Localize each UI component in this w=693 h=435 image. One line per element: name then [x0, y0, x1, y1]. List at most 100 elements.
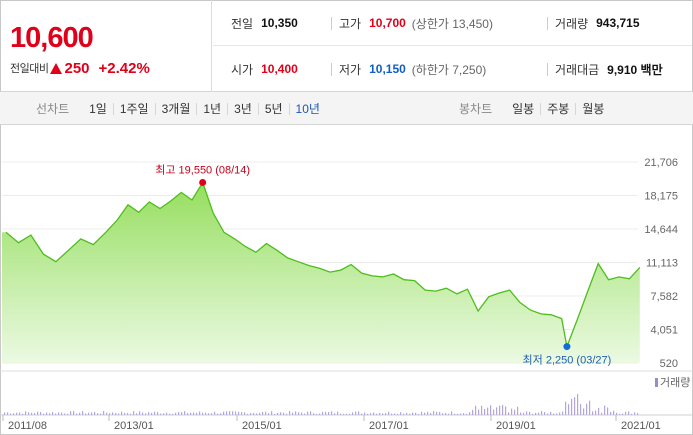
- volume-bar: [268, 413, 270, 415]
- volume-bar: [307, 411, 309, 415]
- period-10y[interactable]: 10년: [288, 102, 326, 115]
- volume-bar: [448, 413, 450, 415]
- volume-bar: [523, 412, 525, 415]
- volume-bar: [94, 411, 96, 415]
- volume-bar: [565, 401, 567, 415]
- volume-bar: [595, 410, 597, 415]
- chart-toolbar: 선차트 1일 1주일 3개월 1년 3년 5년 10년 봉차트 일봉 주봉 월봉: [0, 92, 693, 125]
- line-chart-title: 선차트: [36, 102, 70, 116]
- volume-bar: [358, 411, 360, 415]
- volume-bar: [553, 413, 555, 415]
- volume-bar: [592, 411, 594, 415]
- volume-bar: [634, 412, 636, 415]
- volume-bar: [166, 412, 168, 415]
- change-rate: +2.42%: [98, 59, 150, 77]
- volume-bar: [388, 411, 390, 415]
- volume-bar: [28, 412, 30, 415]
- y-tick-label: 520: [660, 358, 678, 370]
- volume-bar: [508, 412, 510, 415]
- x-tick-label: 2013/01: [114, 420, 154, 432]
- volume-bar: [247, 413, 249, 415]
- volume-bar: [505, 406, 507, 415]
- volume-bar: [436, 411, 438, 415]
- volume-bar: [301, 412, 303, 415]
- volume-bar: [400, 412, 402, 415]
- volume-bar: [481, 405, 483, 415]
- volume-bar: [139, 411, 141, 415]
- volume-bar: [526, 411, 528, 415]
- volume-bar: [427, 411, 429, 415]
- volume-bar: [622, 413, 624, 415]
- period-1y[interactable]: 1년: [196, 102, 227, 115]
- period-3m[interactable]: 3개월: [154, 102, 197, 115]
- volume-bar: [61, 412, 63, 415]
- volume-bar: [73, 411, 75, 415]
- y-tick-label: 21,706: [644, 157, 678, 169]
- volume-bar: [295, 411, 297, 415]
- period-3y[interactable]: 3년: [227, 102, 258, 115]
- candle-monthly[interactable]: 월봉: [575, 102, 610, 115]
- volume-bar: [232, 411, 234, 415]
- price-chart: 21,706 18,175 14,644 11,113 7,582 4,051 520 최고…: [0, 157, 693, 432]
- volume-bar: [313, 413, 315, 415]
- candle-daily[interactable]: 일봉: [512, 101, 535, 116]
- volume-bar: [580, 404, 582, 415]
- period-1d[interactable]: 1일: [89, 101, 107, 116]
- volume-bar: [193, 412, 195, 415]
- volume-bar: [394, 413, 396, 415]
- volume-bar: [16, 412, 18, 415]
- divider: [547, 63, 548, 76]
- volume-bar: [379, 412, 381, 415]
- volume-bar: [349, 413, 351, 415]
- high-marker: [199, 178, 207, 186]
- volume-bar: [568, 404, 570, 415]
- volume-bar: [340, 413, 342, 415]
- volume-bar: [343, 413, 345, 415]
- x-tick-label: 2019/01: [496, 420, 536, 432]
- volume-bar: [574, 397, 576, 415]
- volume-bar: [421, 411, 423, 415]
- price-chart-area: 21,706 18,175 14,644 11,113 7,582 4,051 520 최고…: [0, 126, 693, 435]
- volume-bar: [355, 411, 357, 415]
- volume-bar: [274, 413, 276, 415]
- candle-weekly[interactable]: 주봉: [540, 102, 575, 115]
- volume-bar: [607, 407, 609, 415]
- volume-bar: [316, 413, 318, 415]
- volume-bar: [148, 412, 150, 415]
- volume-bar: [253, 412, 255, 415]
- volume-bar: [619, 413, 621, 415]
- x-tick-label: 2011/08: [8, 420, 47, 432]
- divider: [331, 63, 332, 76]
- volume-bar: [142, 412, 144, 415]
- volume-bar: [226, 411, 228, 415]
- volume-bar: [463, 413, 465, 415]
- volume-bar: [586, 403, 588, 415]
- volume-bar: [250, 413, 252, 415]
- volume-bar: [541, 411, 543, 415]
- volume-bar: [499, 405, 501, 415]
- y-tick-label: 4,051: [650, 325, 678, 337]
- period-1w[interactable]: 1주일: [112, 102, 155, 115]
- volume-bar: [199, 411, 201, 415]
- volume-bar: [322, 411, 324, 415]
- line-chart-periods: 선차트 1일 1주일 3개월 1년 3년 5년 10년: [36, 92, 326, 125]
- volume-bar: [361, 413, 363, 415]
- stat-prev-close: 전일 10,350: [231, 16, 298, 31]
- volume-bar: [490, 405, 492, 415]
- volume-bar: [334, 413, 336, 415]
- volume-bar: [58, 412, 60, 415]
- volume-bar: [277, 412, 279, 415]
- volume-bar: [571, 398, 573, 415]
- period-5y[interactable]: 5년: [257, 102, 289, 115]
- volume-bar: [496, 407, 498, 415]
- volume-bar: [223, 411, 225, 415]
- low-marker: [563, 343, 571, 351]
- volume-bar: [367, 413, 369, 415]
- volume-bar: [124, 412, 126, 415]
- volume-bar: [604, 405, 606, 415]
- volume-bar: [451, 411, 453, 415]
- volume-bar: [601, 412, 603, 415]
- volume-bar: [202, 412, 204, 415]
- volume-bar: [49, 413, 51, 415]
- volume-bar: [64, 413, 66, 415]
